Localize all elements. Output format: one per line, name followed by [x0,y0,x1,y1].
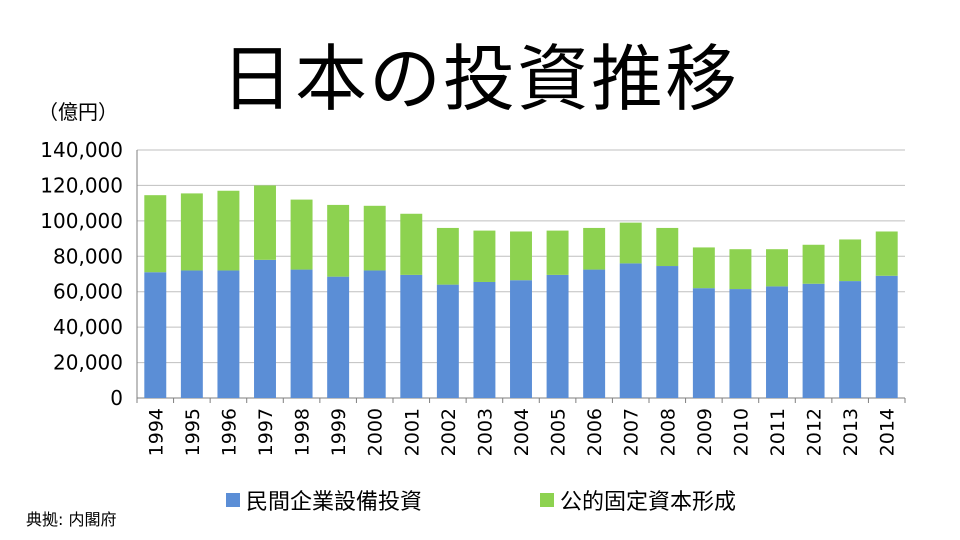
source-note: 典拠: 内閣府 [26,510,117,529]
bar-private-2012 [802,283,825,398]
bar-private-2005 [546,274,569,398]
bar-private-2010 [729,289,752,398]
bar-public-2010 [729,249,752,290]
bar-private-2003 [473,281,496,398]
x-tick-label: 1994 [145,408,167,456]
bar-private-2006 [583,269,606,398]
legend-swatch-private [226,493,240,507]
bar-public-1996 [217,190,240,271]
bar-private-2007 [619,263,642,398]
legend-label-public: 公的固定資本形成 [560,490,737,515]
legend: 民間企業設備投資 公的固定資本形成 [0,484,960,516]
bar-private-2013 [839,281,862,398]
bar-public-2006 [583,227,606,270]
bar-private-1995 [180,270,203,398]
legend-item-private: 民間企業設備投資 [226,484,422,516]
bar-public-2003 [473,230,496,282]
x-tick-label: 2010 [730,408,752,456]
bar-public-1998 [290,199,313,270]
x-tick-label: 2000 [365,408,387,456]
x-tick-label: 1997 [255,408,277,456]
bar-public-1994 [144,195,167,273]
legend-swatch-public [540,493,554,507]
x-tick-label: 2014 [877,408,899,456]
bar-public-2014 [875,231,898,276]
bar-private-1999 [327,276,350,398]
chart-title: 日本の投資推移 [220,37,739,121]
bar-public-2004 [510,231,532,281]
x-tick-label: 2011 [767,408,789,456]
bar-public-2007 [619,222,642,264]
bar-public-2013 [839,239,862,282]
bar-public-2002 [436,227,459,285]
y-axis-unit-label: （億円） [38,100,118,124]
bar-private-2001 [400,274,423,398]
y-tick-label: 0 [110,386,123,410]
x-tick-label: 1998 [292,408,314,456]
bar-private-2004 [510,280,532,398]
bar-private-2000 [363,270,386,398]
y-tick-label: 140,000 [40,138,123,162]
x-tick-label: 1996 [218,408,240,456]
bar-private-1997 [254,259,276,398]
y-tick-label: 100,000 [40,209,123,233]
y-tick-label: 40,000 [53,315,123,339]
y-tick-label: 20,000 [53,351,123,375]
x-tick-label: 2001 [401,408,423,456]
bar-private-1998 [290,269,313,398]
bar-public-2011 [766,249,788,287]
x-tick-label: 2006 [584,408,606,456]
x-tick-label: 2007 [621,408,643,456]
bar-private-2014 [875,275,898,398]
legend-label-private: 民間企業設備投資 [246,490,423,515]
x-tick-label: 1999 [328,408,350,456]
bar-private-1994 [144,272,167,398]
bar-public-1995 [180,193,203,271]
bar-private-2002 [436,284,459,398]
bar-private-1996 [217,270,240,398]
x-tick-label: 2004 [511,408,533,456]
x-tick-label: 2013 [840,408,862,456]
bar-private-2008 [656,266,679,398]
y-tick-label: 80,000 [53,244,123,268]
x-tick-label: 1995 [182,408,204,456]
bar-private-2009 [692,288,715,398]
x-tick-label: 2008 [657,408,679,456]
bar-public-1997 [254,185,276,260]
x-tick-label: 2012 [804,408,826,456]
y-tick-label: 60,000 [53,280,123,304]
legend-item-public: 公的固定資本形成 [540,484,736,516]
bar-public-2001 [400,213,423,275]
bar-public-2008 [656,227,679,267]
bar-public-2009 [692,247,715,289]
x-tick-label: 2003 [474,408,496,456]
x-tick-label: 2009 [694,408,716,456]
bar-public-1999 [327,204,350,277]
bar-chart: 0 20,000 40,000 60,000 80,000 100,000 120,000 1… [40,138,906,456]
bar-private-2011 [766,286,788,398]
bar-public-2012 [802,244,825,284]
bar-public-2000 [363,205,386,271]
x-tick-label: 2002 [438,408,460,456]
y-tick-label: 120,000 [40,173,123,197]
bar-public-2005 [546,230,569,275]
x-tick-label: 2005 [548,408,570,456]
